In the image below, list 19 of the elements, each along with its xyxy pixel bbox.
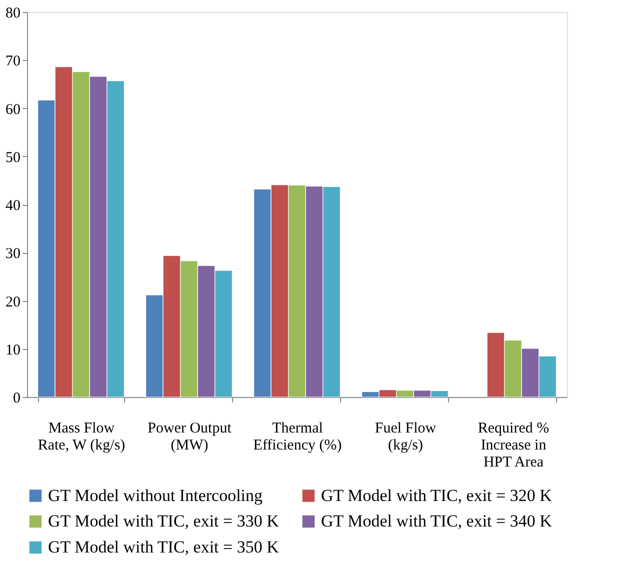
x-tick-label: Required % Increase in HPT Area xyxy=(478,420,550,470)
y-tick-label: 70 xyxy=(6,54,20,70)
legend-label: GT Model with TIC, exit = 320 K xyxy=(321,486,553,505)
x-tick-label: Power Output (MW) xyxy=(148,420,232,454)
legend-label: GT Model with TIC, exit = 350 K xyxy=(48,538,280,556)
y-tick-label: 20 xyxy=(6,294,20,310)
x-tick-label: Fuel Flow (kg/s) xyxy=(374,420,436,454)
legend-label: GT Model with TIC, exit = 340 K xyxy=(321,512,553,530)
y-tick-label: 10 xyxy=(6,342,20,358)
x-tick-label: Thermal Efficiency (%) xyxy=(253,420,342,454)
legend-label: GT Model without Intercooling xyxy=(48,486,264,505)
y-tick-label: 50 xyxy=(6,150,20,166)
y-tick-label: 0 xyxy=(13,390,20,406)
y-tick-label: 80 xyxy=(6,6,20,22)
x-tick-label: Mass Flow Rate, W (kg/s) xyxy=(38,420,126,454)
y-tick-label: 30 xyxy=(6,246,20,262)
legend-label: GT Model with TIC, exit = 330 K xyxy=(48,512,280,530)
y-tick-label: 60 xyxy=(6,102,20,118)
y-tick-label: 40 xyxy=(6,198,20,214)
